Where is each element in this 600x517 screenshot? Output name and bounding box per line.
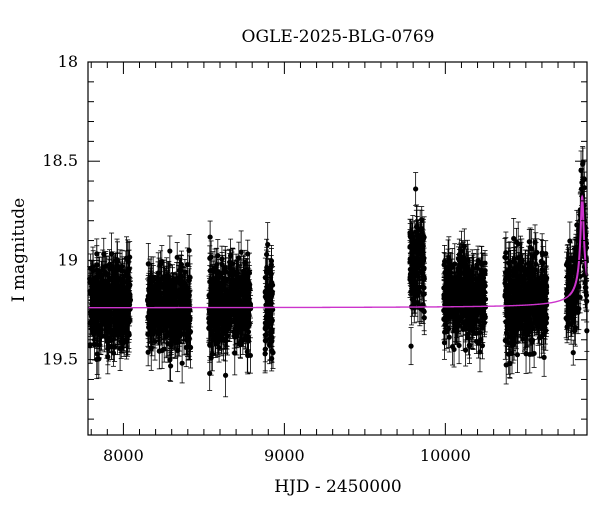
- data-marker: [149, 327, 154, 332]
- data-marker: [162, 346, 167, 351]
- data-marker: [104, 298, 109, 303]
- data-marker: [124, 339, 129, 344]
- data-marker: [187, 275, 192, 280]
- data-marker: [157, 349, 162, 354]
- data-marker: [106, 312, 111, 317]
- data-marker: [160, 299, 165, 304]
- data-marker: [146, 350, 151, 355]
- data-marker: [178, 322, 183, 327]
- data-marker: [157, 312, 162, 317]
- data-marker: [125, 258, 130, 263]
- x-axis-title: HJD - 2450000: [274, 477, 402, 497]
- data-marker: [117, 267, 122, 272]
- data-marker: [159, 259, 164, 264]
- data-marker: [167, 248, 172, 253]
- data-marker: [94, 290, 99, 295]
- data-marker: [159, 328, 164, 333]
- data-marker: [128, 297, 133, 302]
- data-marker: [145, 297, 150, 302]
- data-marker: [95, 351, 100, 356]
- y-axis-title: I magnitude: [9, 198, 29, 302]
- data-marker: [157, 284, 162, 289]
- data-marker: [187, 329, 192, 334]
- data-marker: [118, 328, 123, 333]
- data-marker: [111, 269, 116, 274]
- data-marker: [207, 256, 212, 261]
- data-marker: [175, 255, 180, 260]
- data-marker: [89, 314, 94, 319]
- data-marker: [112, 344, 117, 349]
- data-marker: [102, 334, 107, 339]
- data-marker: [187, 293, 192, 298]
- data-points-layer: [87, 147, 589, 397]
- data-marker: [170, 322, 175, 327]
- data-marker: [118, 284, 123, 289]
- data-marker: [114, 299, 119, 304]
- data-marker: [180, 361, 185, 366]
- data-marker: [101, 289, 106, 294]
- data-marker: [94, 322, 99, 327]
- data-marker: [90, 264, 95, 269]
- data-marker: [121, 301, 126, 306]
- data-marker: [175, 348, 180, 353]
- data-marker: [152, 295, 157, 300]
- data-marker: [186, 323, 191, 328]
- data-marker: [186, 248, 191, 253]
- data-marker: [107, 262, 112, 267]
- data-marker: [177, 291, 182, 296]
- data-marker: [168, 363, 173, 368]
- data-marker: [171, 289, 176, 294]
- data-marker: [165, 341, 170, 346]
- chart-title: OGLE-2025-BLG-0769: [242, 27, 435, 47]
- data-marker: [125, 315, 130, 320]
